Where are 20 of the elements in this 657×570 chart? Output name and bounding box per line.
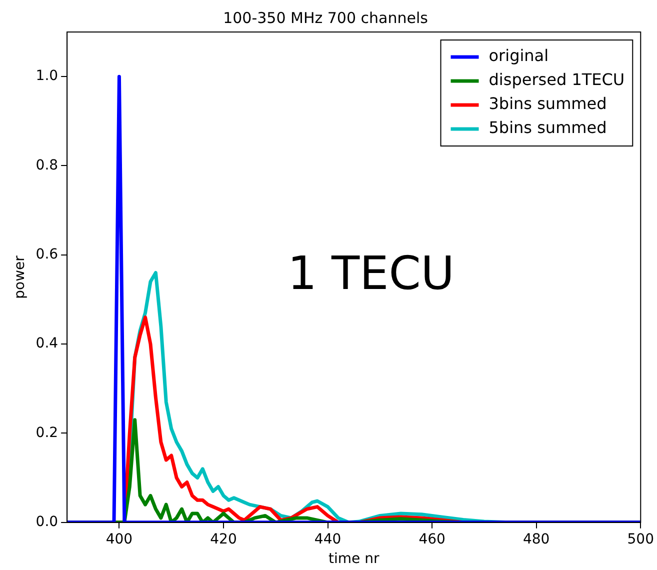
legend-label: 3bins summed [488, 94, 607, 114]
y-tick-label: 0.4 [36, 336, 58, 352]
x-tick-label: 480 [522, 531, 550, 548]
x-tick-label: 500 [627, 531, 654, 548]
y-axis-title: power [12, 255, 28, 299]
legend-label: 5bins summed [488, 118, 607, 138]
x-tick-label: 400 [106, 531, 133, 548]
y-tick-label: 0.8 [36, 157, 58, 174]
x-tick-label: 440 [314, 531, 342, 548]
y-tick-label: 1.0 [36, 68, 58, 84]
y-tick-label: 0.2 [36, 424, 58, 441]
y-tick-label: 0.6 [36, 246, 58, 263]
chart-title: 100-350 MHz 700 channels [223, 8, 428, 27]
legend-label: dispersed 1TECU [488, 70, 625, 90]
x-tick-label: 460 [418, 531, 446, 548]
x-tick-label: 420 [210, 531, 237, 548]
annotation: 1 TECU [288, 246, 454, 300]
y-tick-label: 0.0 [36, 514, 58, 530]
legend-label: original [488, 46, 549, 66]
x-axis-title: time nr [328, 551, 380, 568]
